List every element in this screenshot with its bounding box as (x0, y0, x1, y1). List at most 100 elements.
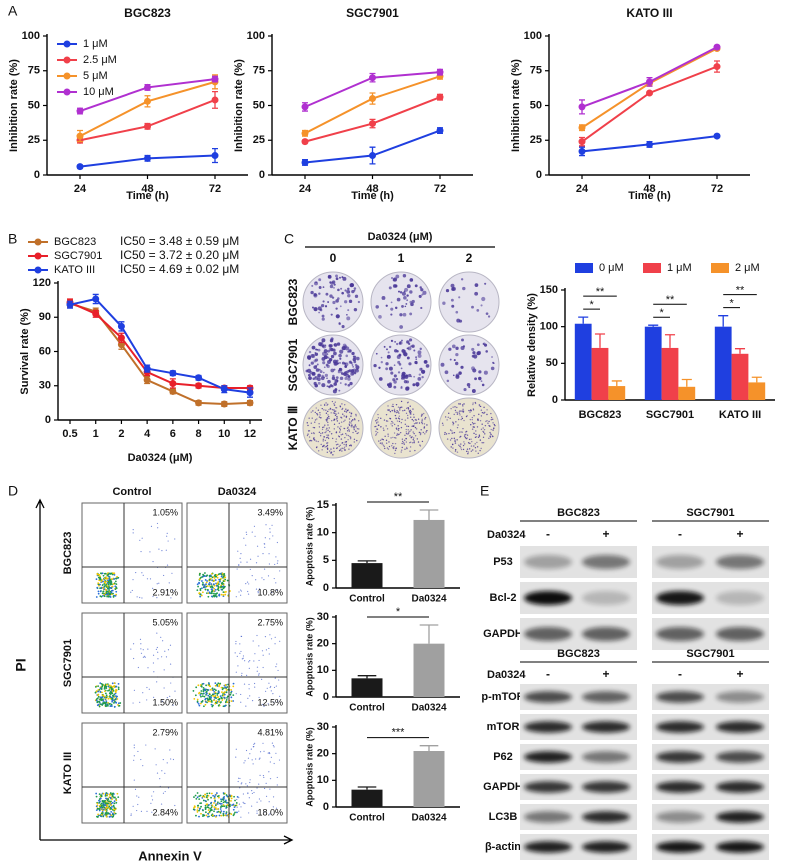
point (579, 103, 586, 110)
colony (311, 411, 312, 412)
colony (391, 421, 392, 422)
flow-event (206, 693, 208, 695)
colony (331, 355, 334, 358)
flow-event (254, 743, 255, 744)
flow-event (100, 703, 102, 705)
colony (327, 448, 328, 449)
flow-event (149, 551, 150, 552)
colony (331, 420, 332, 421)
flow-event (252, 575, 253, 576)
flow-event (223, 575, 225, 577)
colony (489, 435, 490, 436)
colony (404, 291, 406, 293)
bar (608, 386, 625, 400)
flow-event (215, 689, 217, 691)
flow-event (279, 570, 280, 571)
colony (376, 433, 377, 434)
blot-sign: + (736, 667, 743, 681)
colony (406, 433, 407, 434)
colony (356, 433, 357, 434)
blot-column: BGC823 (557, 648, 600, 660)
flow-event (197, 583, 199, 585)
x-tick-label: 48 (366, 183, 378, 195)
flow-event (100, 816, 102, 818)
flow-event (211, 595, 213, 597)
colony (408, 429, 409, 430)
colony (399, 313, 402, 316)
colony (327, 442, 328, 443)
colony (387, 434, 388, 435)
flow-event (135, 789, 136, 790)
flow-event (109, 688, 111, 690)
flow-event (153, 655, 154, 656)
colony (335, 275, 338, 278)
flow-event (251, 806, 252, 807)
bar (352, 790, 383, 807)
flow-event (266, 649, 267, 650)
colony (404, 380, 407, 383)
flow-event (208, 701, 210, 703)
flow-event (223, 687, 225, 689)
flow-event (211, 807, 213, 809)
colony (352, 419, 353, 420)
colony (418, 354, 422, 358)
colony (406, 408, 407, 409)
flow-event (106, 811, 108, 813)
flow-event (221, 576, 223, 578)
colony (339, 423, 340, 424)
colony-column: 2 (466, 251, 473, 265)
flow-event (168, 649, 169, 650)
flow-event (216, 684, 218, 686)
flow-event (218, 684, 220, 686)
colony (415, 358, 417, 360)
flow-event (130, 592, 131, 593)
colony (344, 449, 345, 450)
flow-event (264, 543, 265, 544)
colony (401, 449, 402, 450)
flow-event (111, 705, 113, 707)
flow-event (109, 703, 111, 705)
flow-event (109, 698, 111, 700)
colony (453, 423, 454, 424)
colony (412, 419, 413, 420)
flow-event (238, 781, 239, 782)
colony (426, 430, 427, 431)
flow-event (212, 576, 214, 578)
error-bar (420, 746, 439, 751)
flow-event (240, 589, 241, 590)
colony (385, 362, 388, 365)
colony (388, 436, 389, 437)
flow-event (130, 648, 131, 649)
flow-event (102, 572, 104, 574)
colony (474, 426, 475, 427)
flow-event (110, 804, 112, 806)
flow-event (268, 648, 269, 649)
colony (415, 435, 416, 436)
flow-event (107, 798, 109, 800)
panel-label: E (480, 483, 489, 499)
colony (355, 415, 356, 416)
colony (325, 402, 326, 403)
point (212, 152, 219, 159)
flow-event (193, 698, 195, 700)
colony (332, 454, 333, 455)
flow-event (252, 531, 253, 532)
colony (315, 419, 316, 420)
colony (310, 354, 314, 358)
colony (409, 338, 412, 341)
flow-event (99, 809, 101, 811)
colony (466, 451, 467, 452)
y-tick-label: 5 (323, 554, 329, 566)
bar (414, 520, 445, 588)
colony (472, 351, 475, 354)
colony (326, 446, 327, 447)
colony (383, 428, 384, 429)
flow-event (251, 749, 252, 750)
blot-band (582, 751, 630, 762)
flow-event (198, 816, 200, 818)
flow-event (225, 684, 227, 686)
flow-event (213, 810, 215, 812)
colony (337, 362, 339, 364)
flow-event (237, 551, 238, 552)
colony (425, 431, 426, 432)
